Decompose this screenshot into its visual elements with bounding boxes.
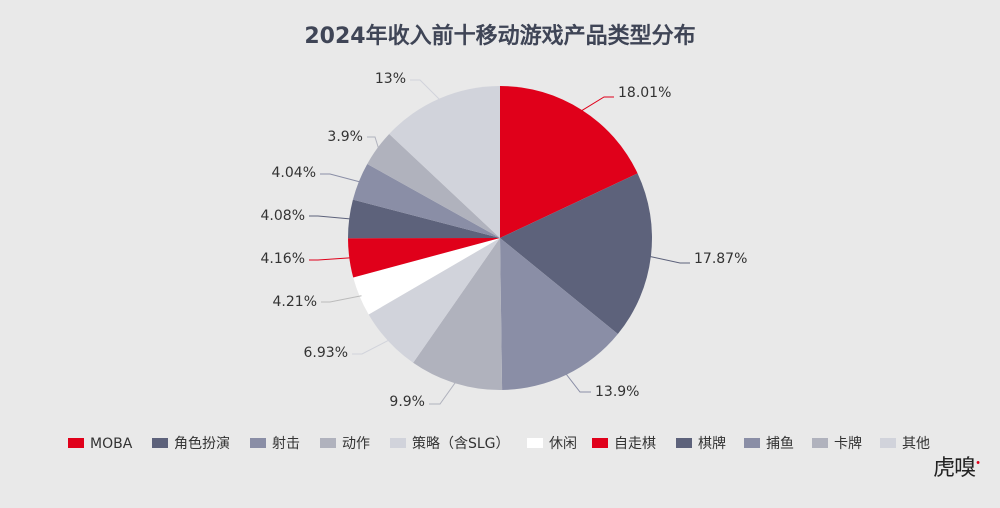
legend-item: 棋牌: [676, 435, 726, 452]
chart-title: 2024年收入前十移动游戏产品类型分布: [304, 23, 695, 49]
legend-label: 卡牌: [834, 435, 862, 452]
huxiu-logo: 虎嗅•: [933, 456, 981, 481]
slice-label: 18.01%: [618, 85, 671, 101]
leader-line: [410, 79, 441, 101]
legend-swatch: [68, 438, 84, 448]
leader-line: [309, 257, 352, 261]
leader-line: [309, 215, 352, 220]
legend-label: 动作: [342, 436, 370, 452]
legend-item: 角色扮演: [152, 435, 230, 452]
slice-label: 13.9%: [595, 384, 639, 400]
leader-line: [352, 339, 390, 355]
pie-slice: [352, 163, 500, 238]
legend-swatch: [880, 438, 896, 448]
legend-item: 卡牌: [812, 435, 862, 452]
slice-label: 9.9%: [389, 394, 425, 410]
leader-line: [321, 295, 362, 303]
legend-swatch: [676, 438, 692, 448]
legend-swatch: [527, 438, 543, 448]
legend-item: 动作: [320, 436, 370, 452]
slice-label: 3.9%: [327, 129, 363, 145]
leader-line: [564, 372, 591, 393]
legend-label: 角色扮演: [174, 435, 230, 452]
leader-line: [429, 381, 457, 405]
pie-slice: [500, 173, 652, 334]
legend-label: MOBA: [90, 436, 133, 452]
legend-swatch: [320, 438, 336, 448]
legend-label: 休闲: [549, 436, 577, 452]
leader-line: [367, 136, 380, 150]
leader-line: [648, 255, 690, 264]
legend-item: 策略（含SLG）: [390, 435, 510, 452]
slice-label: 4.04%: [272, 165, 316, 181]
legend-item: 捕鱼: [744, 435, 794, 452]
legend-item: 射击: [250, 436, 300, 452]
legend-swatch: [250, 438, 266, 448]
legend-swatch: [744, 438, 760, 448]
legend-label: 自走棋: [614, 436, 656, 452]
legend-swatch: [152, 438, 168, 448]
pie-slice: [413, 238, 503, 391]
slice-label: 17.87%: [694, 251, 747, 267]
leader-lines: [309, 79, 690, 405]
slice-label: 4.08%: [261, 208, 305, 224]
legend-swatch: [390, 438, 406, 448]
pie-slice: [500, 238, 618, 390]
legend-label: 其他: [902, 436, 930, 452]
pie-slice: [347, 199, 500, 239]
legend-label: 射击: [272, 436, 300, 452]
slice-label: 6.93%: [304, 345, 348, 361]
legend-swatch: [592, 438, 608, 448]
leader-line: [320, 173, 361, 183]
legend-swatch: [812, 438, 828, 448]
pie-slices: [347, 86, 652, 391]
pie-slice: [389, 86, 500, 238]
pie-slice: [500, 86, 638, 238]
legend: MOBA 角色扮演 射击 动作 策略（含SLG） 休闲 自走棋 棋牌 捕鱼 卡牌 其他: [68, 435, 930, 452]
leader-line: [580, 96, 614, 112]
pie-slice: [353, 238, 500, 315]
slice-label: 4.21%: [273, 294, 317, 310]
pie-slice: [368, 238, 500, 363]
pie-slice: [367, 133, 500, 238]
legend-item: MOBA: [68, 436, 133, 452]
legend-item: 自走棋: [592, 436, 656, 452]
slice-label: 13%: [375, 71, 406, 87]
legend-label: 策略（含SLG）: [412, 435, 510, 452]
legend-item: 其他: [880, 436, 930, 452]
slice-label: 4.16%: [261, 251, 305, 267]
legend-item: 休闲: [527, 436, 577, 452]
pie-slice: [348, 238, 500, 278]
legend-label: 棋牌: [698, 435, 726, 452]
logo-text: 虎嗅: [933, 456, 976, 481]
slice-labels: 18.01% 17.87% 13.9% 9.9% 6.93% 4.21% 4.16% 4.08…: [261, 71, 748, 410]
legend-label: 捕鱼: [766, 435, 794, 452]
